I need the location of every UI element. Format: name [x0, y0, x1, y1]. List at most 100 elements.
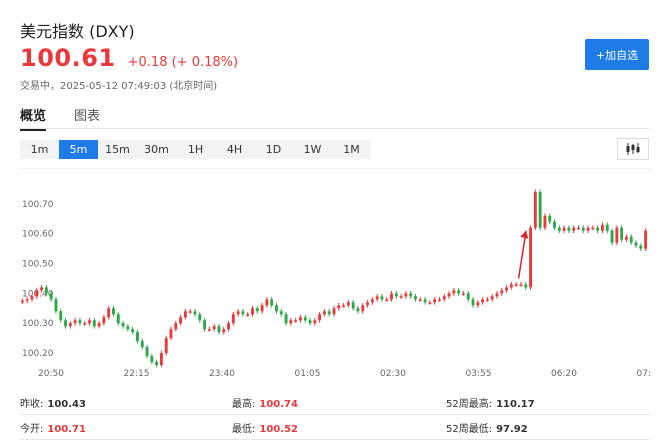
candle-body [567, 227, 571, 231]
candle-body [308, 320, 312, 324]
candle-body [380, 296, 384, 300]
candle-body [322, 311, 326, 315]
candle-body [385, 299, 389, 301]
x-tick-label: 23:40 [209, 369, 235, 379]
stat-low: 最低: 100.52 [232, 420, 298, 435]
candle-body [428, 302, 432, 304]
candle-body [140, 341, 144, 348]
candle-body [562, 227, 566, 231]
candle-body [327, 311, 331, 315]
candle-body [145, 347, 149, 357]
candle-body [112, 308, 115, 315]
candle-body [318, 314, 322, 321]
candle-body [35, 290, 39, 297]
candle-body [644, 230, 648, 249]
candle-body [505, 287, 509, 291]
candle-body [116, 314, 120, 324]
stat-value: 97.92 [496, 424, 528, 435]
candle-body [241, 311, 245, 315]
period-1mo[interactable]: 1M [343, 143, 360, 156]
candle-body [624, 236, 628, 240]
candle-body [59, 311, 63, 321]
candle-body [610, 230, 614, 243]
candle-body [366, 302, 369, 306]
period-1d[interactable]: 1D [265, 143, 282, 156]
candle-body [529, 227, 532, 288]
x-tick-label: 20:50 [38, 369, 64, 379]
candle-body [203, 320, 207, 330]
candle-body [447, 293, 451, 297]
candle-body [207, 329, 211, 331]
x-tick-label: 01:05 [295, 369, 321, 379]
candle-body [265, 299, 269, 306]
candle-body [452, 290, 456, 294]
period-1w[interactable]: 1W [303, 143, 322, 156]
candlestick-icon [626, 143, 640, 155]
candle-body [294, 320, 298, 322]
candle-body [299, 317, 302, 321]
candle-body [231, 314, 235, 324]
period-30m[interactable]: 30m [144, 143, 169, 156]
period-1h[interactable]: 1H [187, 143, 204, 156]
x-tick-label: 06:20 [551, 369, 577, 379]
stat-value: 100.52 [259, 424, 298, 435]
candle-body [543, 215, 547, 228]
tab-overview[interactable]: 概览 [20, 105, 47, 131]
period-1m[interactable]: 1m [30, 143, 49, 156]
candle-body [83, 323, 87, 325]
candle-body [548, 215, 552, 222]
candle-body [40, 287, 44, 291]
candle-body [188, 311, 192, 313]
candlestick-chart: 100.70100.60100.50100.40100.30100.2020:5… [20, 189, 657, 379]
candle-body [270, 299, 274, 306]
candle-body [601, 224, 604, 231]
stat-label: 最低: [232, 424, 256, 435]
price-chart[interactable]: 100.70100.60100.50100.40100.30100.2020:5… [18, 168, 657, 379]
candle-body [346, 302, 350, 306]
stat-label: 昨收: [20, 399, 44, 410]
candle-body [461, 293, 465, 295]
candle-body [174, 323, 178, 330]
stats-row: 今开: 100.71 最低: 100.52 52周最低: 97.92 [20, 415, 650, 440]
candle-body [471, 299, 475, 306]
candle-body [102, 317, 106, 324]
period-15m[interactable]: 15m [105, 143, 130, 156]
x-tick-label: 02:30 [380, 369, 406, 379]
candle-body [629, 236, 633, 243]
stat-prev-close: 昨收: 100.43 [20, 395, 86, 410]
candle-body [370, 299, 374, 303]
candle-body [68, 323, 72, 327]
candle-body [136, 332, 139, 342]
candle-body [485, 299, 489, 301]
candle-body [303, 317, 307, 321]
candle-body [227, 323, 230, 330]
candle-body [337, 305, 341, 309]
stat-high: 最高: 100.74 [232, 395, 298, 410]
y-tick-label: 100.20 [22, 349, 54, 359]
candle-body [342, 305, 346, 307]
chart-type-button[interactable] [617, 138, 649, 160]
candle-body [289, 320, 293, 324]
annotation-arrow-head [520, 230, 529, 239]
candle-body [538, 191, 542, 228]
stats-row: 昨收: 100.43 最高: 100.74 52周最高: 110.17 [20, 390, 650, 415]
add-watchlist-button[interactable]: +加自选 [585, 39, 649, 70]
stat-value: 100.74 [259, 399, 298, 410]
candle-body [375, 296, 379, 300]
tab-chart[interactable]: 图表 [74, 109, 101, 124]
candle-body [514, 284, 518, 286]
period-4h[interactable]: 4H [226, 143, 243, 156]
candle-body [361, 305, 365, 312]
candle-body [198, 314, 202, 321]
view-tabs: 概览 图表 [20, 105, 128, 131]
price-row: 100.61 +0.18 (+ 0.18%) [20, 44, 238, 72]
candle-body [44, 287, 48, 294]
candle-body [121, 323, 125, 327]
candle-body [495, 293, 499, 297]
candle-body [332, 308, 336, 315]
candle-body [356, 308, 360, 312]
candle-body [414, 296, 417, 300]
candle-body [572, 227, 576, 231]
stat-value: 100.71 [47, 424, 86, 435]
period-5m[interactable]: 5m [59, 140, 98, 159]
